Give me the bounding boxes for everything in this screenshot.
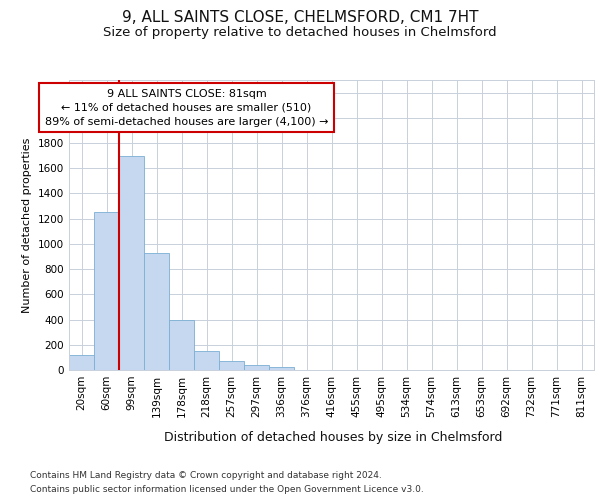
Bar bbox=[269, 367, 294, 370]
Bar bbox=[219, 361, 244, 370]
Text: Distribution of detached houses by size in Chelmsford: Distribution of detached houses by size … bbox=[164, 431, 502, 444]
Text: 9, ALL SAINTS CLOSE, CHELMSFORD, CM1 7HT: 9, ALL SAINTS CLOSE, CHELMSFORD, CM1 7HT bbox=[122, 10, 478, 25]
Bar bbox=[144, 254, 169, 370]
Bar bbox=[119, 156, 144, 370]
Bar bbox=[194, 351, 219, 370]
Text: Size of property relative to detached houses in Chelmsford: Size of property relative to detached ho… bbox=[103, 26, 497, 39]
Text: Contains public sector information licensed under the Open Government Licence v3: Contains public sector information licen… bbox=[30, 484, 424, 494]
Text: Contains HM Land Registry data © Crown copyright and database right 2024.: Contains HM Land Registry data © Crown c… bbox=[30, 472, 382, 480]
Bar bbox=[169, 320, 194, 370]
Y-axis label: Number of detached properties: Number of detached properties bbox=[22, 138, 32, 312]
Text: 9 ALL SAINTS CLOSE: 81sqm
← 11% of detached houses are smaller (510)
89% of semi: 9 ALL SAINTS CLOSE: 81sqm ← 11% of detac… bbox=[45, 88, 328, 126]
Bar bbox=[244, 365, 269, 370]
Bar bbox=[94, 212, 119, 370]
Bar bbox=[69, 355, 94, 370]
